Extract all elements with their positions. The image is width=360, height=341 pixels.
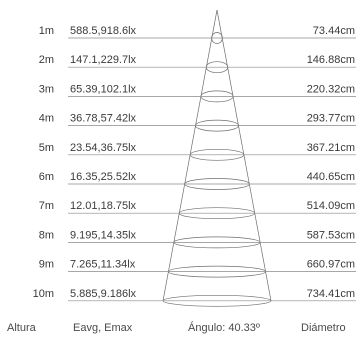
beam-angle-label: Ángulo: 40.33º [188,321,260,334]
row-illuminance: 12.01,18.75lx [70,200,137,212]
row-diameter: 514.09cm [307,200,355,212]
row-height: 10m [33,288,54,300]
row-illuminance: 65.39,102.1lx [70,83,137,95]
row-diameter: 73.44cm [313,25,355,37]
row-illuminance: 36.78,57.42lx [70,113,137,125]
row-diameter: 440.65cm [307,171,355,183]
row-height: 7m [39,200,54,212]
footer-labels: Altura Eavg, Emax Ángulo: 40.33º Diámetr… [7,321,346,334]
row-height: 8m [39,229,54,241]
height-column-label: Altura [7,322,37,334]
row-height: 1m [39,25,54,37]
row-labels: 1m 588.5,918.6lx 73.44cm 2m 147.1,229.7lx 146… [33,25,355,300]
row-height: 9m [39,259,54,271]
row-illuminance: 7.265,11.34lx [70,259,136,271]
row-height: 4m [39,113,54,125]
row-diameter: 146.88cm [307,54,355,66]
row-height: 2m [39,54,54,66]
row-diameter: 293.77cm [307,113,355,125]
row-diameter: 660.97cm [307,259,355,271]
row-illuminance: 588.5,918.6lx [70,25,137,37]
diameter-column-label: Diámetro [301,322,346,334]
row-rules [68,37,356,302]
row-height: 3m [39,83,54,95]
row-diameter: 367.21cm [307,142,355,154]
row-height: 5m [39,142,54,154]
row-illuminance: 16.35,25.52lx [70,171,137,183]
row-height: 6m [39,171,54,183]
row-diameter: 587.53cm [307,229,355,241]
illuminance-column-label: Eavg, Emax [73,322,133,334]
row-illuminance: 23.54,36.75lx [70,142,137,154]
beam-cone [162,9,272,307]
row-diameter: 220.32cm [307,83,355,95]
row-diameter: 734.41cm [307,288,355,300]
row-illuminance: 5.885,9.186lx [70,288,137,300]
row-illuminance: 9.195,14.35lx [70,229,137,241]
row-illuminance: 147.1,229.7lx [70,54,137,66]
